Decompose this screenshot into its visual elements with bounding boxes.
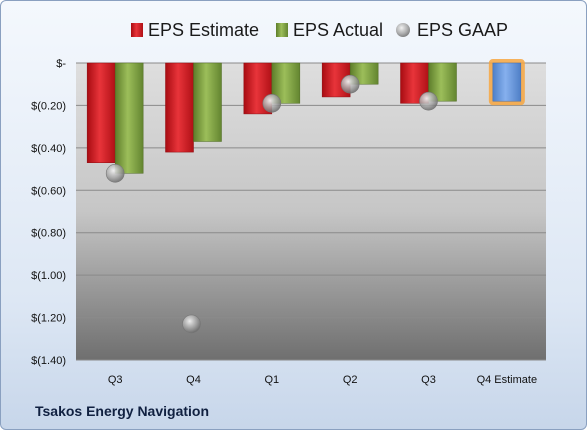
bar-eps-estimate-forecast[interactable]	[492, 62, 522, 102]
x-tick-label: Q4 Estimate	[477, 374, 538, 386]
y-axis-ticks: $- $(0.20) $(0.40) $(0.60) $(0.80) $(1.00) $(1…	[31, 58, 66, 367]
x-axis-ticks: Q3 Q4 Q1 Q2 Q3 Q4 Estimate	[108, 374, 537, 386]
legend-item-actual[interactable]: EPS Actual	[276, 20, 383, 40]
y-tick-label: $(0.60)	[31, 185, 66, 197]
legend-label-estimate: EPS Estimate	[148, 20, 259, 40]
bar-eps-estimate[interactable]	[165, 62, 194, 153]
bar-eps-actual[interactable]	[114, 62, 144, 174]
plot-area	[76, 63, 546, 360]
legend: EPS Estimate EPS Actual EPS GAAP	[131, 20, 508, 40]
x-tick-label: Q3	[421, 374, 436, 386]
bar-eps-actual[interactable]	[193, 62, 222, 142]
bar-eps-estimate[interactable]	[86, 62, 116, 163]
gridlines	[76, 62, 546, 361]
y-tick-label: $(0.40)	[31, 143, 66, 155]
legend-item-estimate[interactable]: EPS Estimate	[131, 20, 259, 40]
x-tick-label: Q1	[264, 374, 279, 386]
point-eps-gaap[interactable]	[105, 164, 125, 183]
forecast-highlight	[488, 59, 525, 106]
legend-swatch-actual	[276, 23, 288, 37]
x-tick-label: Q3	[108, 374, 123, 386]
y-tick-label: $-	[56, 58, 66, 70]
y-tick-label: $(0.20)	[31, 100, 66, 112]
point-eps-gaap[interactable]	[419, 91, 438, 111]
legend-label-gaap: EPS GAAP	[417, 20, 508, 40]
bars	[86, 59, 525, 174]
y-tick-label: $(1.00)	[31, 270, 66, 282]
legend-swatch-gaap	[396, 23, 410, 37]
y-tick-label: $(0.80)	[31, 228, 66, 240]
point-eps-gaap[interactable]	[182, 314, 201, 334]
point-eps-gaap[interactable]	[262, 94, 282, 113]
y-tick-label: $(1.20)	[31, 313, 66, 325]
legend-label-actual: EPS Actual	[293, 20, 383, 40]
x-tick-label: Q2	[343, 374, 358, 386]
company-name: Tsakos Energy Navigation	[35, 403, 210, 419]
legend-item-gaap[interactable]: EPS GAAP	[396, 20, 508, 40]
legend-swatch-estimate	[131, 23, 143, 37]
point-eps-gaap[interactable]	[340, 74, 360, 94]
x-tick-label: Q4	[186, 374, 201, 386]
gaap-markers	[105, 74, 438, 334]
y-tick-label: $(1.40)	[31, 355, 66, 367]
